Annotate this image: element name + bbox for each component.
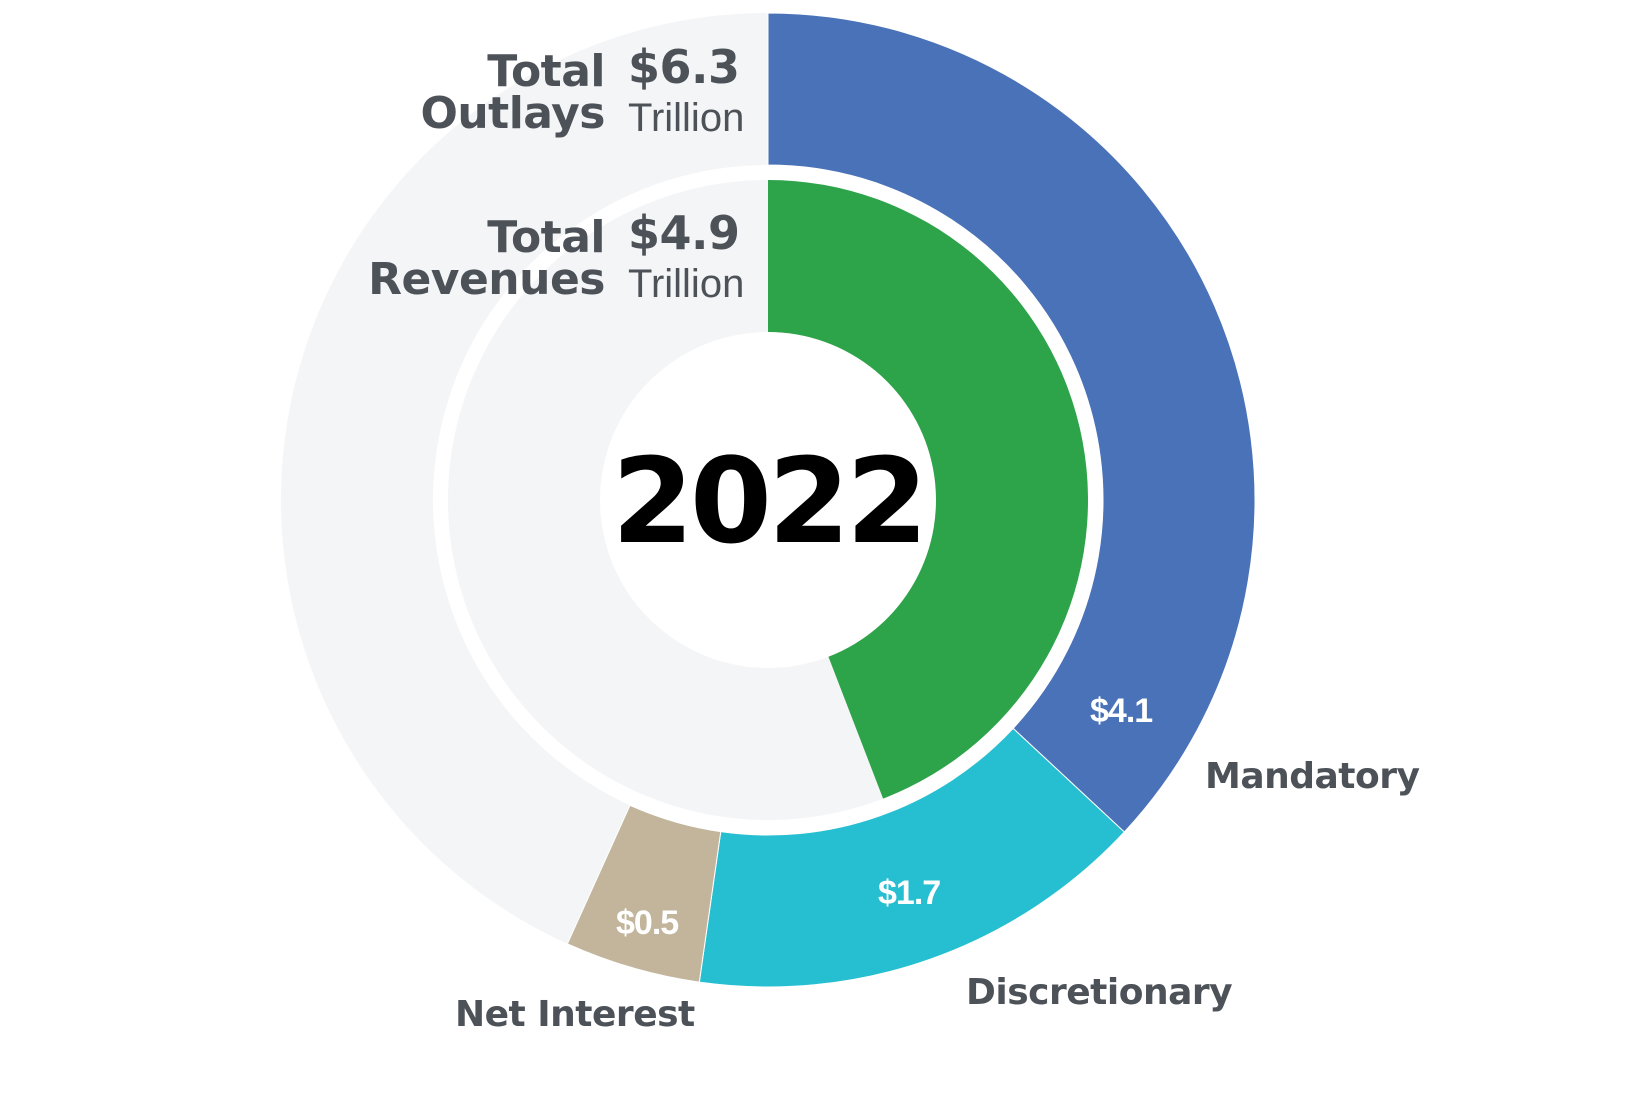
revenues-total-unit: Trillion (628, 262, 745, 306)
mandatory-label: Mandatory (1205, 756, 1420, 797)
slice-mandatory (767, 12, 1256, 833)
net-interest-value: $0.5 (616, 904, 679, 942)
slice-net-interest (566, 804, 722, 983)
revenues-label-line2: Revenues (368, 254, 605, 305)
slice-revenues (768, 180, 1088, 799)
outlays-label-line1: Total (487, 46, 605, 97)
inner-ring-revenues (768, 180, 1088, 799)
discretionary-value: $1.7 (878, 874, 941, 912)
net-interest-label: Net Interest (455, 994, 695, 1035)
outlays-total-value: $6.3 (628, 40, 740, 94)
mandatory-value: $4.1 (1090, 692, 1153, 730)
outlays-total-unit: Trillion (628, 96, 745, 140)
outlays-label-line2: Outlays (420, 88, 605, 139)
outer-ring-outlays (566, 12, 1256, 988)
discretionary-label: Discretionary (966, 972, 1233, 1013)
revenues-total-value: $4.9 (628, 206, 740, 260)
year-title: 2022 (611, 432, 928, 570)
revenues-label-line1: Total (487, 212, 605, 263)
